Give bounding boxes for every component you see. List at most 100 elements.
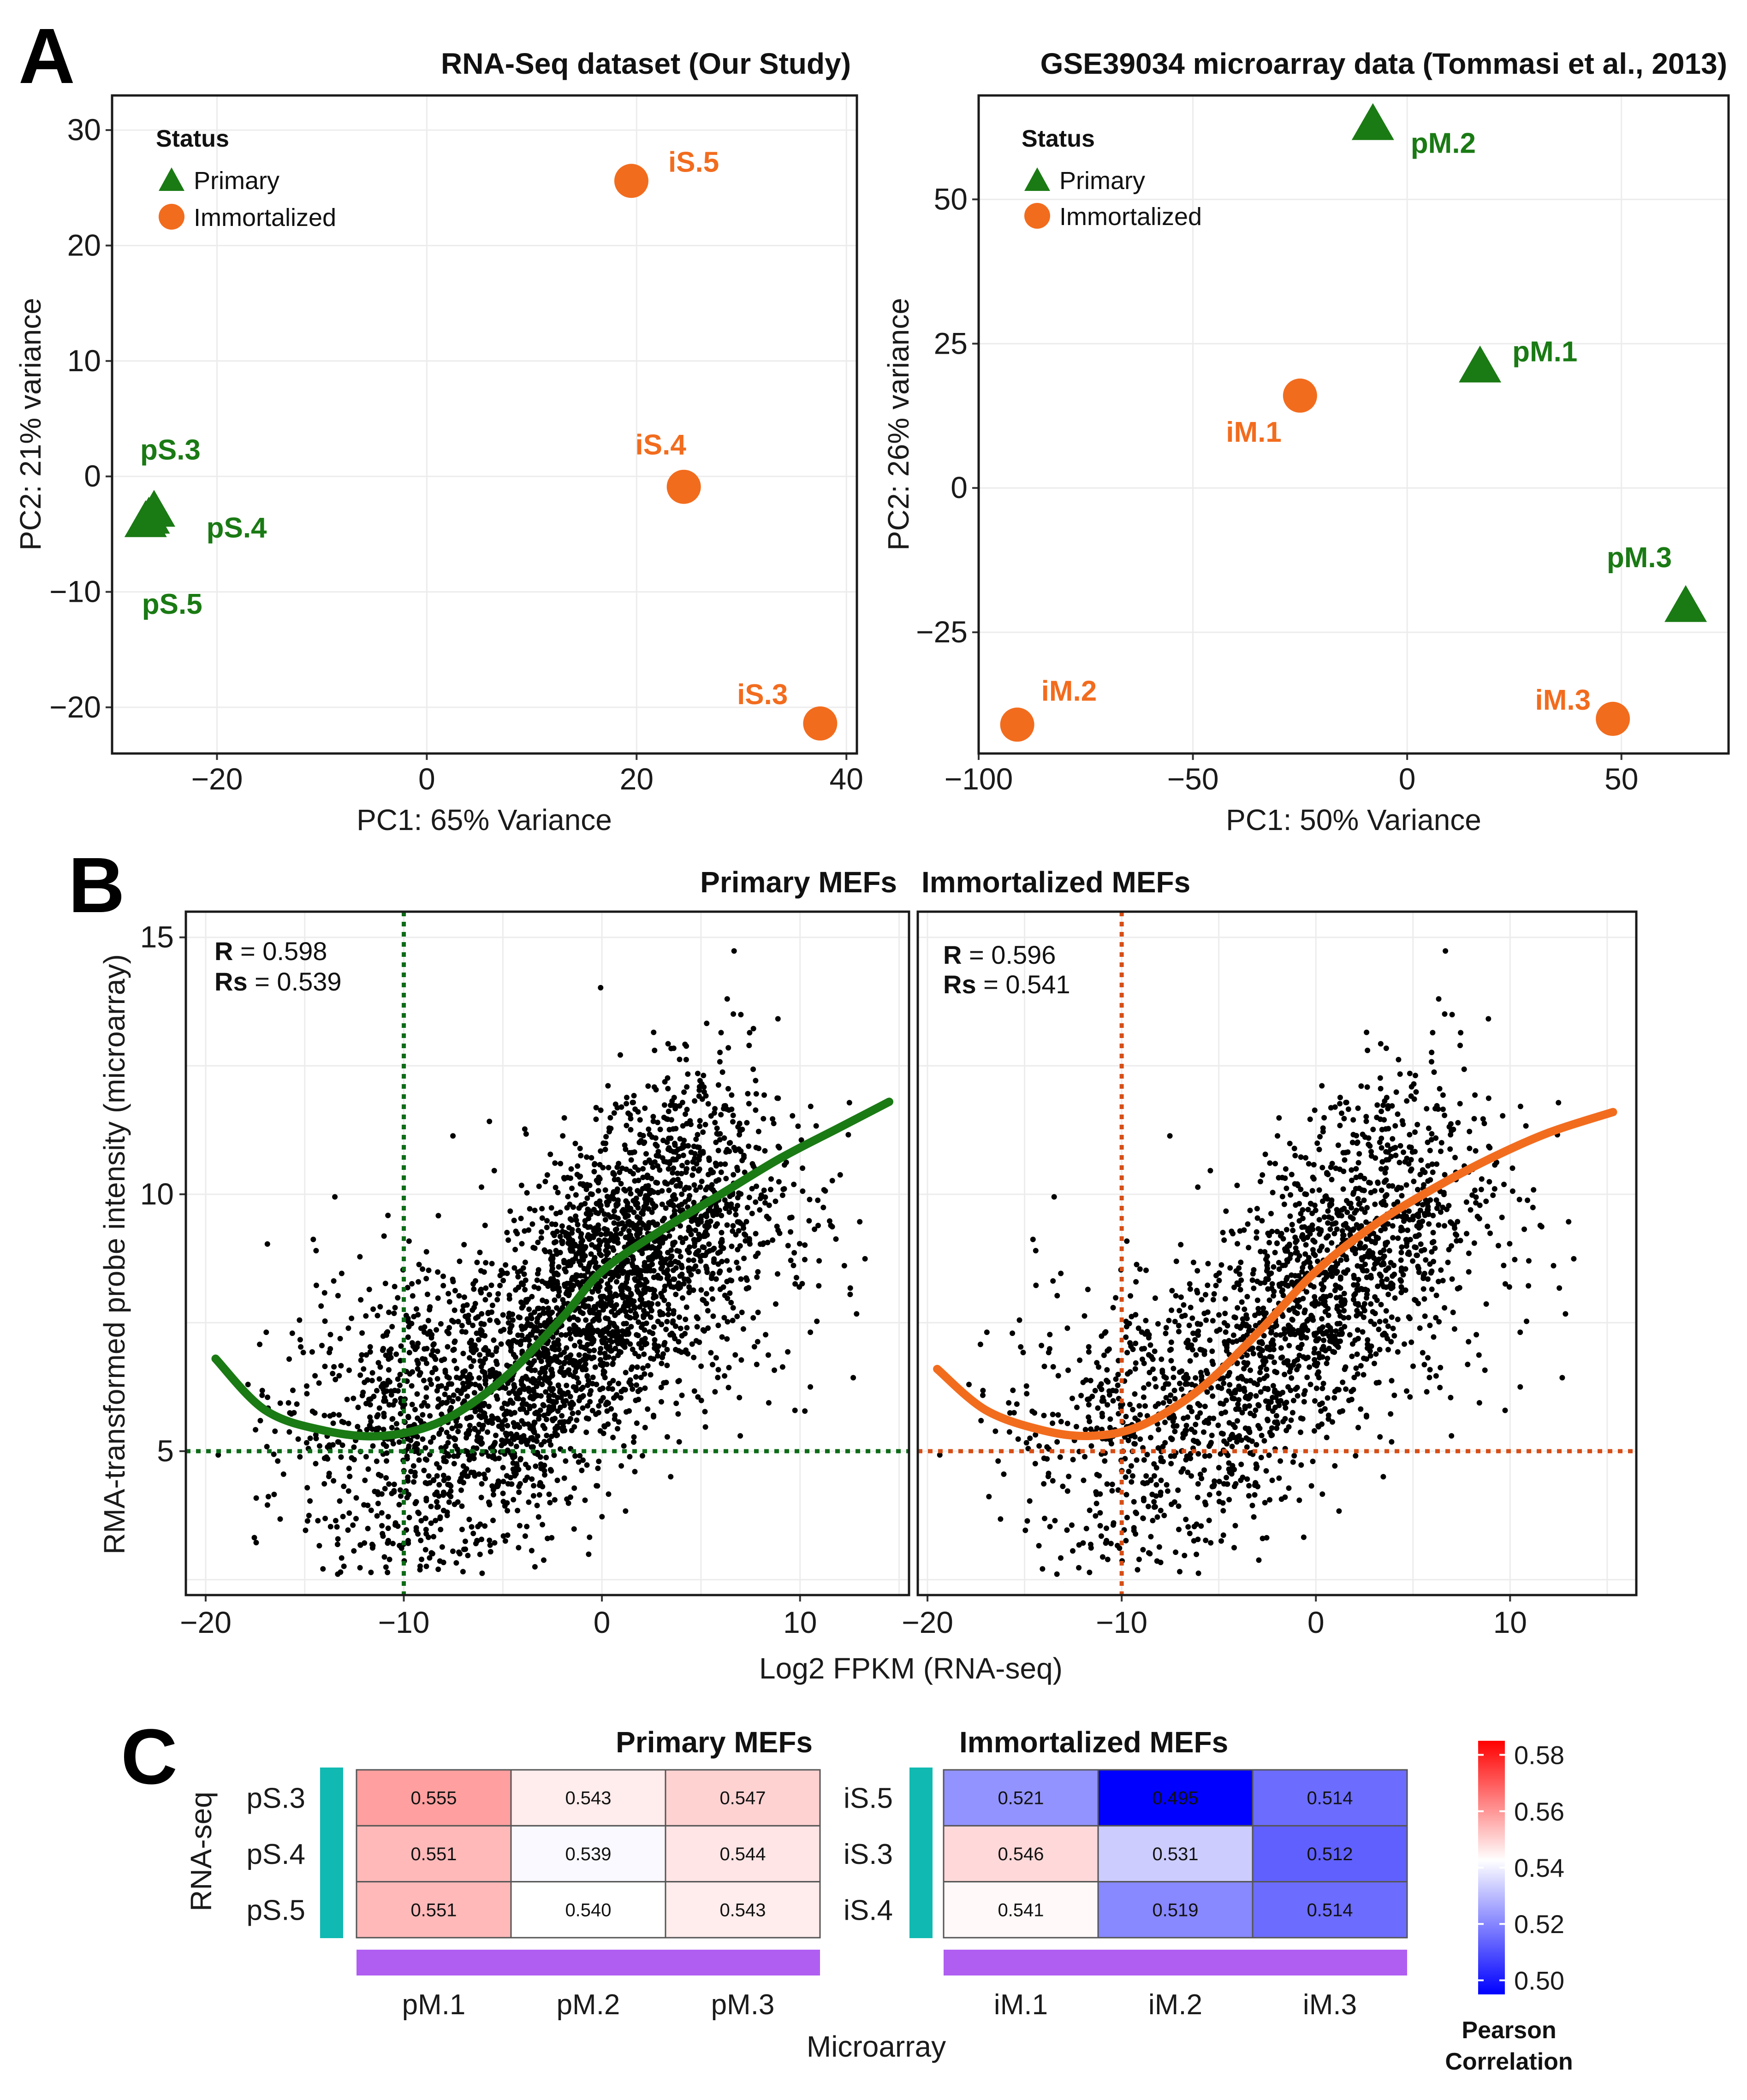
heatmap-immortalized-row-annotation xyxy=(909,1768,933,1938)
pca-microarray-title: GSE39034 microarray data (Tommasi et al.… xyxy=(1040,47,1727,80)
pca-microarray-ylabel: PC2: 26% variance xyxy=(882,298,915,551)
x-tick-label: 0 xyxy=(418,762,435,796)
point-iS-4 xyxy=(666,469,701,504)
x-tick-label: −20 xyxy=(191,762,243,796)
x-tick-label: 40 xyxy=(830,762,863,796)
heatmap-col-label: pM.2 xyxy=(557,1989,620,2021)
heatmap-row-label: iS.4 xyxy=(844,1894,893,1926)
heatmap-cell xyxy=(943,1881,1099,1939)
point-label-pS-5: pS.5 xyxy=(142,588,202,620)
heatmap-primary-title: Primary MEFs xyxy=(616,1726,813,1759)
heatmap-cell xyxy=(943,1769,1099,1827)
y-tick-label: −10 xyxy=(49,575,101,609)
y-tick-label: −20 xyxy=(49,690,101,724)
pca-rnaseq-grid xyxy=(112,95,857,753)
colorbar-title-line2: Correlation xyxy=(1445,2048,1573,2075)
heatmap-primary: 0.555 0.543 0.547 pS.3 0.551 0.539 0.544 pS.4 0.… xyxy=(246,1769,821,2021)
stat-rs-value: 0.539 xyxy=(277,967,341,996)
x-tick-label: −100 xyxy=(945,762,1013,796)
point-iM-3 xyxy=(1596,701,1630,736)
heatmap-cell xyxy=(943,1825,1099,1883)
heatmap-cell xyxy=(356,1825,512,1883)
pca-microarray-frame xyxy=(977,94,1730,755)
scatter-immortalized-ticks: −20 −10 0 10 xyxy=(902,1595,1527,1639)
heatmap-cell-value: 0.551 xyxy=(410,1900,457,1920)
colorbar-tick-label: 0.54 xyxy=(1514,1853,1564,1882)
point-label-iM-3: iM.3 xyxy=(1535,684,1591,716)
y-tick-label: 20 xyxy=(67,228,101,262)
heatmap-col-label: iM.3 xyxy=(1303,1989,1357,2021)
heatmap-cell xyxy=(665,1769,821,1827)
heatmap-primary-row-annotation xyxy=(320,1768,343,1938)
pca-rnaseq-ylabel: PC2: 21% variance xyxy=(14,298,47,551)
heatmap-primary-col-annotation xyxy=(357,1950,820,1975)
stat-rs-eq: = xyxy=(248,967,277,996)
point-iM-2 xyxy=(1000,707,1034,742)
heatmap-cell-value: 0.540 xyxy=(565,1900,611,1920)
y-tick-label: 10 xyxy=(140,1177,174,1211)
point-iM-1 xyxy=(1283,378,1317,413)
point-label-iS-5: iS.5 xyxy=(668,146,719,178)
colorbar-tick-label: 0.52 xyxy=(1514,1910,1564,1939)
data-points xyxy=(215,948,868,1577)
heatmap-cell xyxy=(356,1881,512,1939)
legend-triangle-icon xyxy=(1024,167,1050,191)
heatmap-row-label: pS.4 xyxy=(246,1839,305,1870)
heatmap-row-label: pS.3 xyxy=(246,1783,305,1815)
heatmap-cell-value: 0.543 xyxy=(719,1900,766,1920)
heatmap-cell xyxy=(510,1825,666,1883)
point-label-iS-3: iS.3 xyxy=(737,679,788,711)
colorbar-tick-label: 0.50 xyxy=(1514,1966,1564,1995)
heatmap-cell xyxy=(665,1825,821,1883)
scatter-primary-frame xyxy=(184,910,910,1596)
panel-c-xlabel: Microarray xyxy=(807,2030,946,2063)
trend-line xyxy=(211,1097,893,1441)
data-points xyxy=(937,948,1577,1577)
stat-r-label: R xyxy=(214,937,233,966)
stat-r-eq: = xyxy=(233,937,262,966)
scatter-primary-reflines xyxy=(186,912,909,1595)
x-tick-label: 0 xyxy=(1307,1605,1325,1639)
panel-b-xlabel: Log2 FPKM (RNA-seq) xyxy=(759,1652,1063,1685)
x-tick-label: −10 xyxy=(1096,1605,1147,1639)
panel-b-ylabel: RMA-transformed probe intensity (microar… xyxy=(98,954,131,1554)
pca-microarray-xlabel: PC1: 50% Variance xyxy=(1226,803,1481,836)
heatmap-cell-value: 0.519 xyxy=(1152,1900,1198,1920)
panel-label-b: B xyxy=(68,842,125,929)
stat-r-eq: = xyxy=(962,940,991,969)
heatmap-cell-value: 0.555 xyxy=(410,1788,457,1809)
x-tick-label: 50 xyxy=(1604,762,1638,796)
heatmap-immortalized-col-annotation xyxy=(944,1950,1407,1975)
heatmap-cell xyxy=(1252,1769,1408,1827)
heatmap-cell xyxy=(1097,1769,1254,1827)
legend-item-primary: Primary xyxy=(194,167,279,195)
heatmap-cell xyxy=(510,1881,666,1939)
heatmap-col-label: iM.1 xyxy=(994,1989,1048,2021)
legend-title: Status xyxy=(156,125,229,152)
y-tick-label: −25 xyxy=(916,615,968,649)
heatmap-immortalized: 0.521 0.495 0.514 iS.5 0.546 0.531 0.512 iS.3 0.… xyxy=(844,1769,1408,2021)
panel-label-a: A xyxy=(18,12,75,100)
y-tick-label: 50 xyxy=(934,182,968,216)
x-tick-label: −10 xyxy=(378,1605,430,1639)
svg-text:Rs = 0.539: Rs = 0.539 xyxy=(214,967,342,996)
heatmap-cell-value: 0.495 xyxy=(1152,1788,1198,1809)
y-tick-label: 25 xyxy=(934,326,968,360)
panel-c-ylabel: RNA-seq xyxy=(184,1792,218,1911)
heatmap-row-label: iS.3 xyxy=(844,1839,893,1870)
legend-triangle-icon xyxy=(159,167,184,191)
scatter-immortalized-dots xyxy=(937,948,1577,1577)
heatmap-cell-value: 0.531 xyxy=(1152,1844,1198,1864)
scatter-primary-dots xyxy=(215,948,868,1577)
heatmap-cell xyxy=(665,1881,821,1939)
heatmap-cell xyxy=(356,1769,512,1827)
point-label-pM-1: pM.1 xyxy=(1512,336,1577,368)
y-tick-label: 15 xyxy=(140,920,174,954)
heatmap-row-label: iS.5 xyxy=(844,1783,893,1815)
trend-line xyxy=(933,1108,1617,1441)
heatmap-cell-value: 0.512 xyxy=(1307,1844,1353,1864)
y-tick-label: 10 xyxy=(67,344,101,378)
scatter-primary-stats: R = 0.598 Rs = 0.539 xyxy=(214,937,342,996)
legend-circle-icon xyxy=(1024,203,1050,229)
pca-rnaseq-xlabel: PC1: 65% Variance xyxy=(357,803,612,836)
